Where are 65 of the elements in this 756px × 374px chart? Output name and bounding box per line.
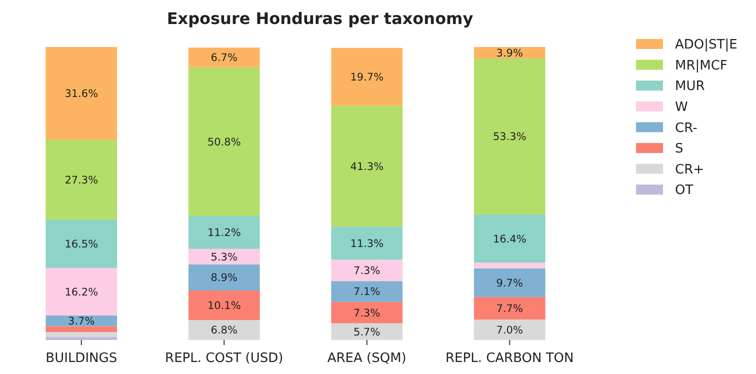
data-label: 6.7% — [210, 52, 238, 64]
bar — [46, 268, 118, 316]
data-label: 16.2% — [64, 286, 98, 298]
data-label: 3.7% — [68, 315, 95, 328]
data-label: 7.0% — [496, 324, 523, 336]
data-label: 7.1% — [354, 286, 380, 298]
bar — [46, 326, 118, 332]
data-label: 27.3% — [64, 174, 98, 186]
data-label: 7.3% — [354, 307, 380, 320]
bar — [46, 332, 118, 338]
legend-label: CR+ — [675, 162, 704, 178]
legend-label: W — [675, 100, 688, 115]
data-label: 8.9% — [210, 272, 238, 284]
bar — [331, 281, 403, 302]
bar — [46, 47, 118, 140]
legend-label: ADO|ST|E — [675, 38, 738, 53]
bar — [474, 214, 546, 263]
bar — [331, 226, 403, 260]
bar — [474, 262, 546, 269]
bar — [46, 220, 118, 268]
bar — [46, 337, 118, 340]
data-label: 11.2% — [207, 227, 241, 240]
data-label: 53.3% — [492, 131, 526, 144]
legend-label: OT — [675, 183, 694, 198]
data-label: 3.9% — [496, 47, 523, 60]
data-label: 6.8% — [210, 324, 238, 337]
bar — [474, 296, 546, 320]
bar — [331, 48, 403, 106]
data-label: 41.3% — [350, 160, 384, 173]
bar — [331, 302, 403, 324]
x-tick-label: REPL. COST (USD) — [165, 351, 284, 366]
bar — [188, 48, 260, 68]
legend-label: MUR — [675, 79, 705, 94]
data-label: 16.4% — [492, 233, 526, 246]
bar — [188, 216, 260, 249]
bar — [474, 319, 546, 340]
data-label: 50.8% — [207, 136, 241, 148]
bar — [188, 264, 260, 290]
legend-label: S — [675, 142, 684, 157]
bar — [188, 248, 260, 264]
bar — [188, 67, 260, 216]
bar — [331, 323, 403, 340]
data-label: 5.7% — [354, 326, 380, 338]
legend-label: MR|MCF — [675, 58, 728, 74]
bar — [188, 290, 260, 320]
bar — [331, 106, 403, 227]
chart-title: Exposure Honduras per taxonomy — [166, 9, 474, 28]
data-label: 19.7% — [350, 71, 384, 84]
data-label: 16.5% — [64, 238, 98, 250]
bar — [474, 58, 546, 215]
data-label: 31.6% — [64, 88, 98, 100]
x-tick-label: BUILDINGS — [46, 351, 118, 366]
x-tick-label: REPL. CARBON TON — [445, 351, 574, 366]
data-label: 7.7% — [496, 302, 523, 315]
data-label: 7.3% — [354, 265, 380, 278]
data-label: 9.7% — [496, 277, 523, 290]
bar — [188, 320, 260, 340]
data-label: 10.1% — [207, 300, 241, 312]
legend-label: CR- — [675, 120, 698, 136]
bar — [474, 268, 546, 297]
x-tick-label: AREA (SQM) — [327, 351, 406, 366]
bar — [46, 140, 118, 220]
bar — [331, 260, 403, 282]
data-label: 11.3% — [350, 238, 384, 250]
data-label: 5.3% — [210, 251, 238, 264]
